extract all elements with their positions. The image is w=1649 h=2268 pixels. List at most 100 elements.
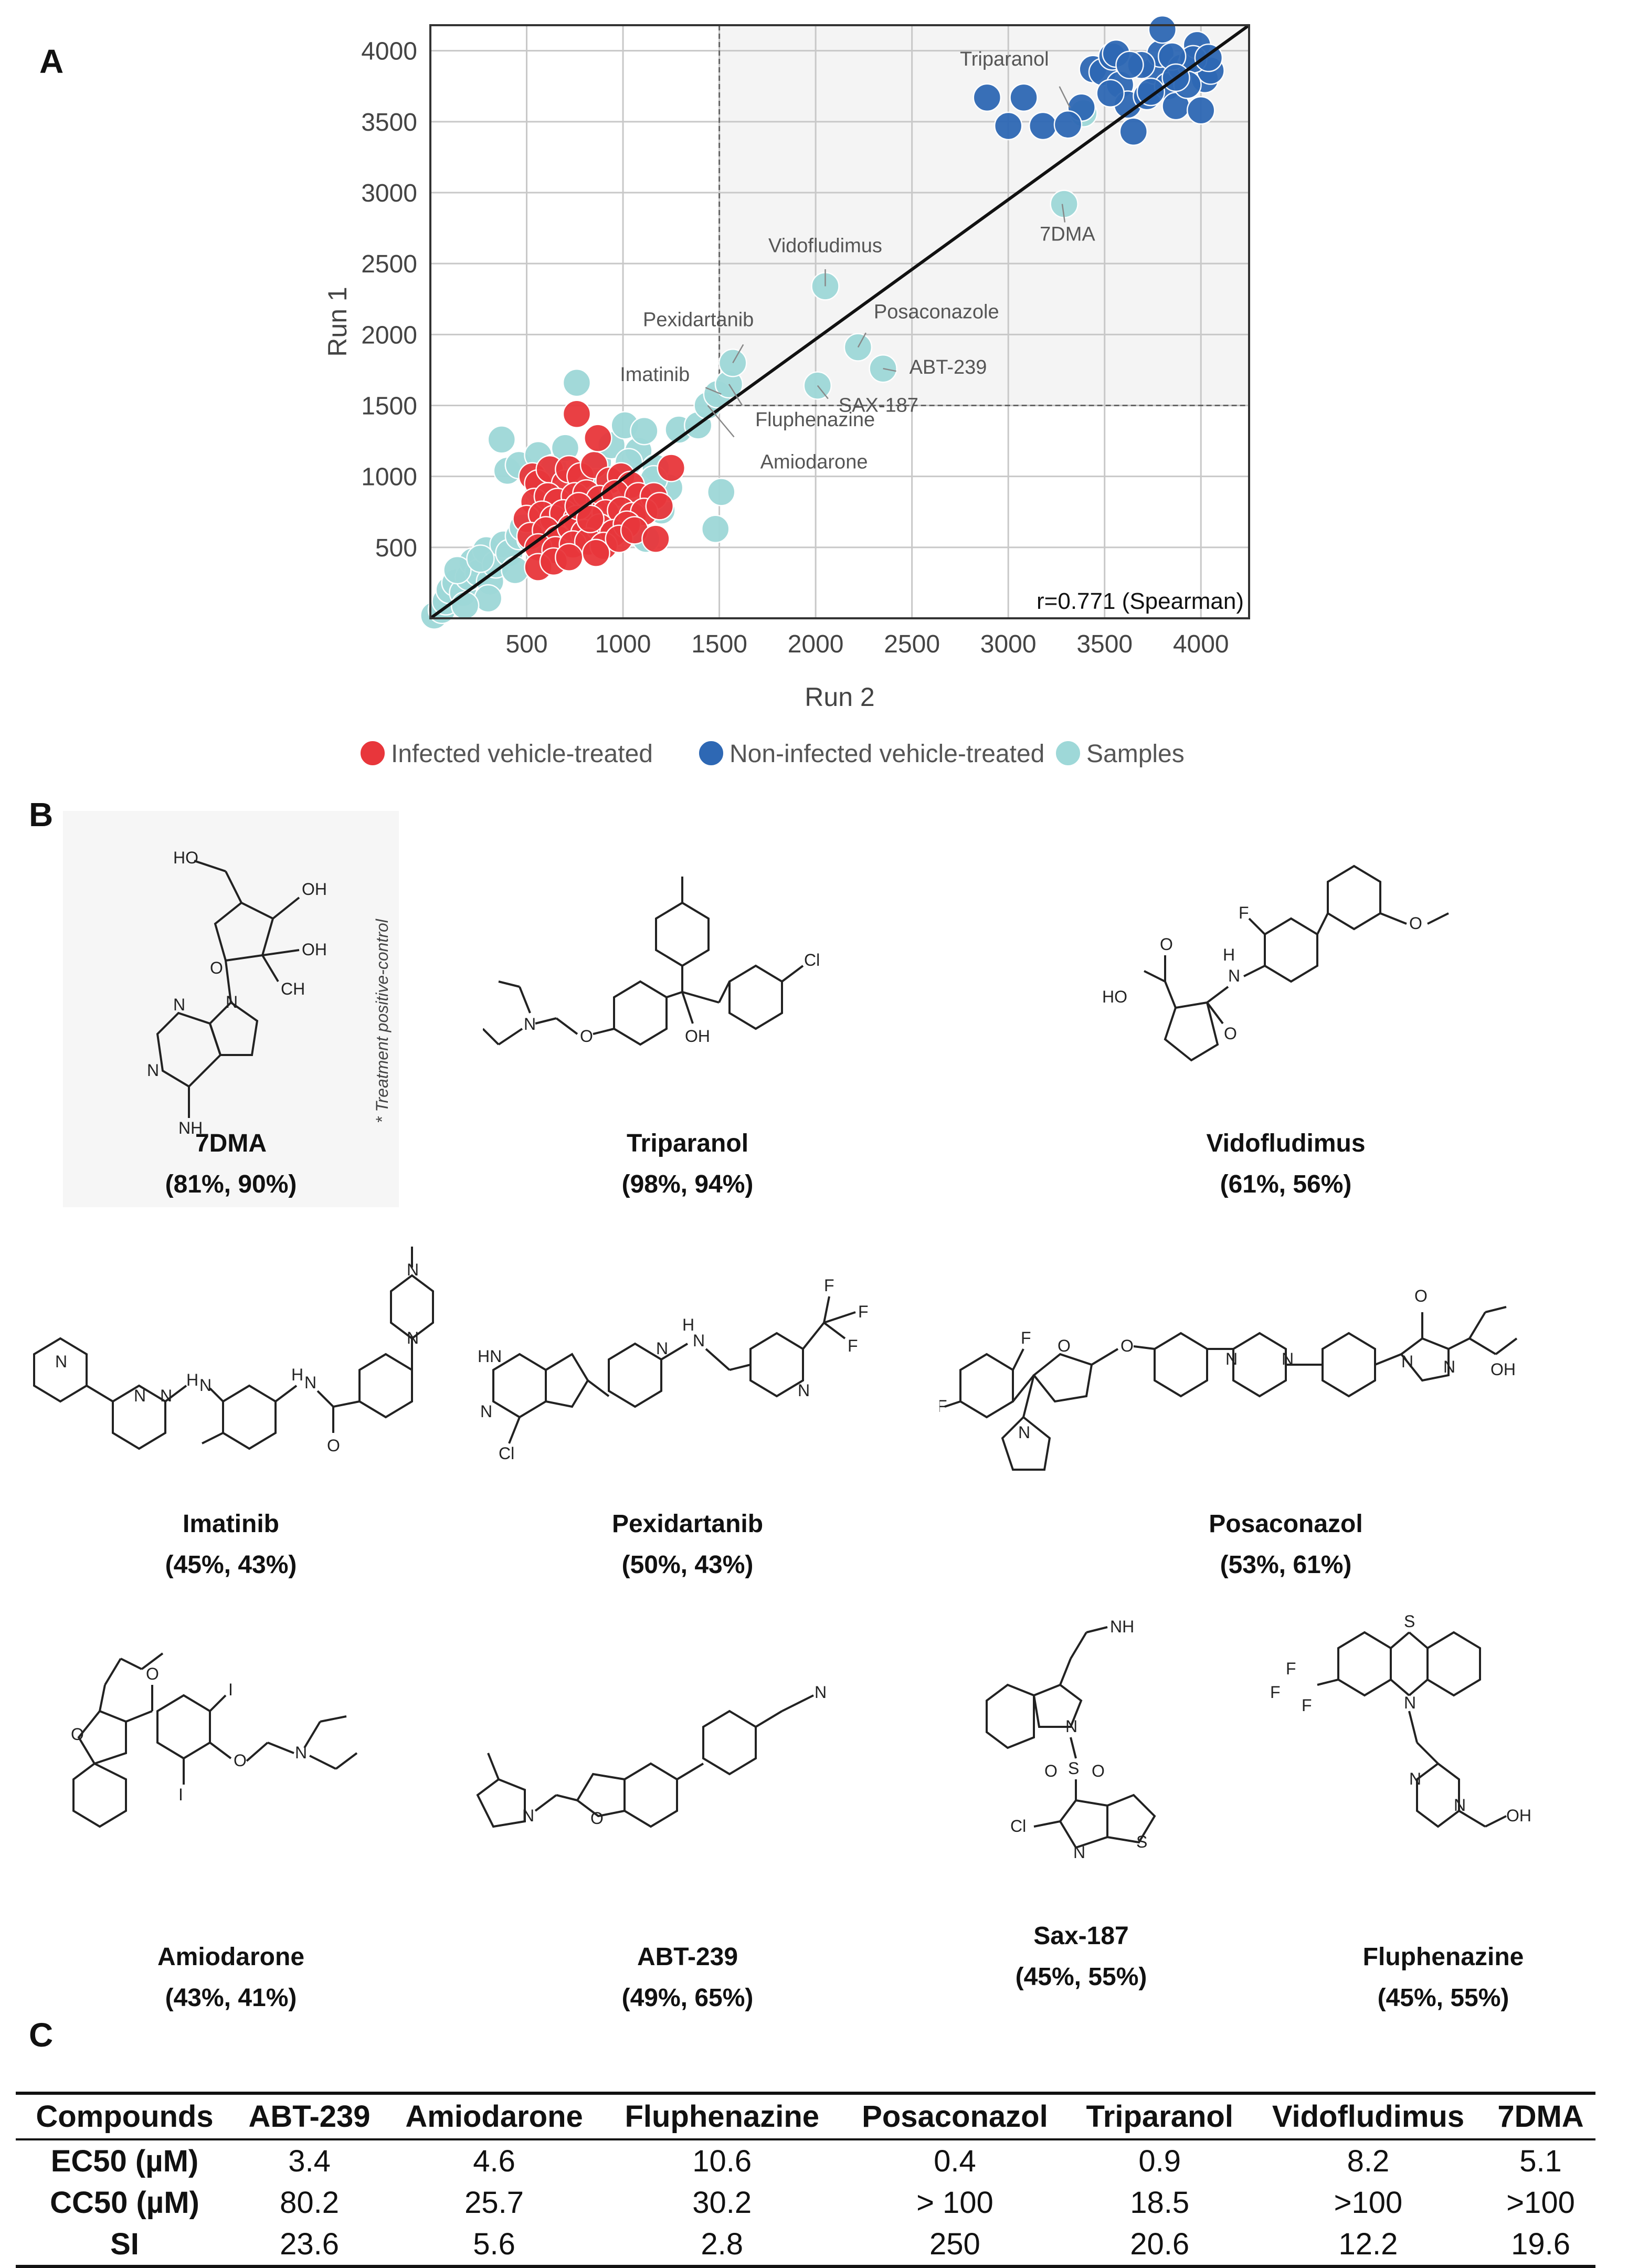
svg-text:O: O (146, 1664, 159, 1683)
panel-label-c: C (29, 2016, 54, 2054)
svg-text:N: N (407, 1260, 419, 1279)
legend-swatch (360, 740, 386, 766)
svg-text:F: F (858, 1302, 869, 1321)
label-leader-line (705, 387, 722, 395)
y-tick-label: 2000 (361, 321, 417, 349)
positive-control-note: * Treatment positive-control (373, 919, 392, 1123)
y-tick-label: 3000 (361, 180, 417, 207)
compound-name: Imatinib (182, 1510, 279, 1538)
svg-text:O: O (71, 1725, 84, 1744)
compound-percent: (50%, 43%) (621, 1551, 754, 1579)
svg-text:NH: NH (178, 1119, 203, 1137)
svg-text:OH: OH (302, 940, 327, 959)
legend-swatch (698, 740, 724, 766)
svg-text:O: O (1058, 1336, 1071, 1355)
x-tick-label: 4000 (1173, 630, 1229, 658)
compound-percent: (45%, 43%) (165, 1551, 297, 1579)
data-point (1148, 15, 1177, 44)
data-point (1119, 117, 1148, 146)
data-point (1136, 77, 1166, 107)
svg-text:N: N (55, 1352, 67, 1371)
svg-text:O: O (1121, 1336, 1134, 1355)
compound-name: 7DMA (195, 1130, 267, 1157)
table-cell: 250 (929, 2227, 980, 2261)
table-cell: 12.2 (1338, 2227, 1398, 2261)
svg-text:O: O (210, 958, 223, 977)
table-cell: 5.1 (1519, 2144, 1562, 2178)
table-cell: 10.6 (692, 2144, 752, 2178)
svg-text:F: F (848, 1336, 858, 1355)
y-tick-label: 2500 (361, 250, 417, 278)
compound-name: Triparanol (626, 1130, 749, 1157)
svg-text:O: O (327, 1436, 340, 1455)
data-point (1009, 83, 1038, 112)
svg-text:F: F (1302, 1696, 1312, 1715)
panel-label-b: B (29, 796, 54, 834)
svg-text:HN: HN (478, 1347, 502, 1366)
compound-percent: (61%, 56%) (1220, 1170, 1352, 1198)
y-tick-label: 3500 (361, 109, 417, 136)
svg-text:HO: HO (1102, 987, 1127, 1006)
data-point (562, 399, 591, 428)
table-cell: 3.4 (288, 2144, 331, 2178)
data-point (973, 83, 1002, 112)
y-axis-label: Run 1 (323, 287, 352, 356)
svg-text:N: N (524, 1015, 536, 1033)
compound-percent: (45%, 55%) (1377, 1984, 1509, 2012)
point-label: Fluphenazine (755, 409, 875, 431)
svg-text:N: N (1401, 1352, 1413, 1371)
structure-abt239: N O N (476, 1683, 827, 1828)
svg-text:N: N (134, 1386, 146, 1405)
table-cell: 30.2 (692, 2186, 752, 2220)
compound-percent: (49%, 65%) (621, 1984, 754, 2012)
svg-text:N: N (304, 1373, 316, 1392)
data-point (466, 544, 495, 573)
svg-text:N: N (1018, 1423, 1030, 1442)
axis-ticks: 500 1000 1500 2000 2500 3000 3500 4000 500 1000 15… (361, 38, 1229, 658)
table-cell: 19.6 (1511, 2227, 1570, 2261)
data-point (582, 539, 610, 567)
svg-text:N: N (1409, 1769, 1421, 1788)
scatter-chart: Triparanol 7DMA Vidofludimus Pexidartanib Po… (323, 15, 1250, 768)
svg-text:N: N (1065, 1717, 1077, 1736)
table-cell: 0.9 (1138, 2144, 1181, 2178)
svg-text:O: O (1224, 1024, 1237, 1043)
compound-label-sax187: Sax-187 (45%, 55%) (945, 1916, 1218, 1998)
point-labels: Triparanol 7DMA Vidofludimus Pexidartanib Po… (620, 48, 1095, 473)
svg-text:N: N (173, 995, 185, 1014)
svg-text:N: N (1225, 1349, 1238, 1368)
threshold-lines (718, 25, 1249, 406)
svg-text:O: O (590, 1809, 604, 1828)
table-cell: 2.8 (701, 2227, 744, 2261)
table-row: SI 23.6 5.6 2.8 250 20.6 12.2 19.6 (16, 2223, 1595, 2266)
svg-text:N: N (522, 1806, 534, 1825)
x-tick-label: 500 (505, 630, 547, 658)
svg-text:S: S (1068, 1759, 1079, 1778)
table-header: Compounds (36, 2100, 214, 2134)
svg-text:OH: OH (1491, 1360, 1516, 1379)
svg-text:N: N (226, 993, 238, 1011)
svg-text:N: N (199, 1376, 212, 1395)
table-cell: CC50 (µM) (50, 2186, 199, 2220)
point-label: Pexidartanib (643, 309, 754, 331)
svg-text:F: F (1270, 1683, 1281, 1702)
table-cell: 25.7 (464, 2186, 524, 2220)
structure-7dma: HO OH OH CH O NH N N N (147, 848, 327, 1137)
compound-name: Amiodarone (157, 1943, 305, 1971)
x-tick-label: 2500 (884, 630, 940, 658)
label-leader-line (732, 344, 744, 364)
svg-text:OH: OH (685, 1027, 710, 1046)
positive-control-box (63, 811, 399, 1207)
data-point (701, 514, 730, 543)
compound-name: Posaconazol (1209, 1510, 1363, 1538)
svg-text:N: N (295, 1743, 307, 1762)
y-tick-label: 500 (375, 534, 417, 562)
compound-percent: (81%, 90%) (165, 1170, 297, 1198)
x-axis-label: Run 2 (805, 682, 874, 712)
svg-text:N: N (1228, 966, 1240, 985)
svg-text:F: F (939, 1397, 947, 1416)
compound-label-fluphenazine: Fluphenazine (45%, 55%) (1296, 1937, 1590, 2019)
table-cell: 20.6 (1130, 2227, 1190, 2261)
svg-text:F: F (824, 1276, 834, 1295)
table-row: CC50 (µM) 80.2 25.7 30.2 > 100 18.5 >100… (16, 2182, 1595, 2223)
